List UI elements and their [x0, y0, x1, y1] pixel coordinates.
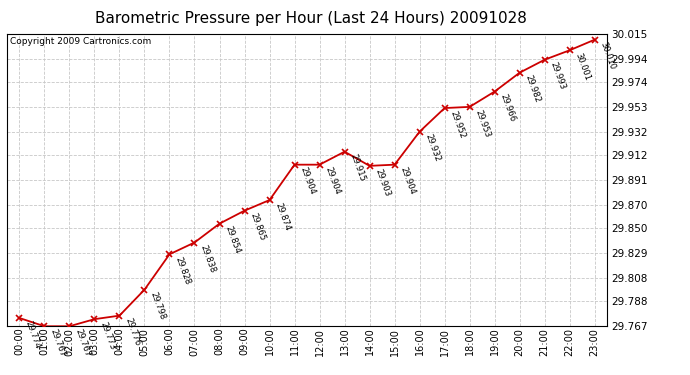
Text: 29.828: 29.828: [174, 256, 192, 286]
Text: 29.838: 29.838: [199, 244, 217, 274]
Text: 29.903: 29.903: [374, 167, 392, 198]
Text: 29.904: 29.904: [324, 166, 342, 196]
Text: 29.915: 29.915: [348, 153, 367, 183]
Text: 29.966: 29.966: [499, 93, 518, 123]
Text: 29.773: 29.773: [99, 321, 117, 351]
Text: 29.767: 29.767: [48, 328, 67, 358]
Text: 29.854: 29.854: [224, 225, 242, 255]
Text: 29.874: 29.874: [274, 201, 292, 232]
Text: 29.993: 29.993: [549, 61, 567, 92]
Text: 29.776: 29.776: [124, 317, 142, 348]
Text: 30.010: 30.010: [599, 41, 618, 71]
Text: Copyright 2009 Cartronics.com: Copyright 2009 Cartronics.com: [10, 37, 151, 46]
Text: 30.001: 30.001: [574, 52, 592, 82]
Text: 29.932: 29.932: [424, 133, 442, 164]
Text: 29.798: 29.798: [148, 291, 167, 321]
Text: 29.904: 29.904: [299, 166, 317, 196]
Text: 29.904: 29.904: [399, 166, 417, 196]
Text: 29.982: 29.982: [524, 74, 542, 104]
Text: 29.952: 29.952: [448, 110, 467, 140]
Text: 29.767: 29.767: [74, 328, 92, 358]
Text: Barometric Pressure per Hour (Last 24 Hours) 20091028: Barometric Pressure per Hour (Last 24 Ho…: [95, 11, 526, 26]
Text: 29.953: 29.953: [474, 108, 492, 139]
Text: 29.865: 29.865: [248, 212, 267, 243]
Text: 29.774: 29.774: [23, 320, 42, 350]
